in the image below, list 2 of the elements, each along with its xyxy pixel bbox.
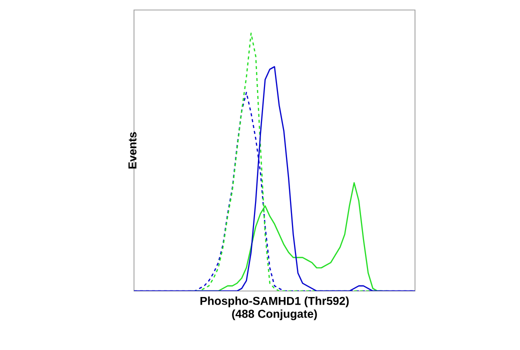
- y-axis-title: Events: [128, 132, 136, 169]
- x-axis-title: Phospho-SAMHD1 (Thr592) (488 Conjugate): [200, 296, 349, 320]
